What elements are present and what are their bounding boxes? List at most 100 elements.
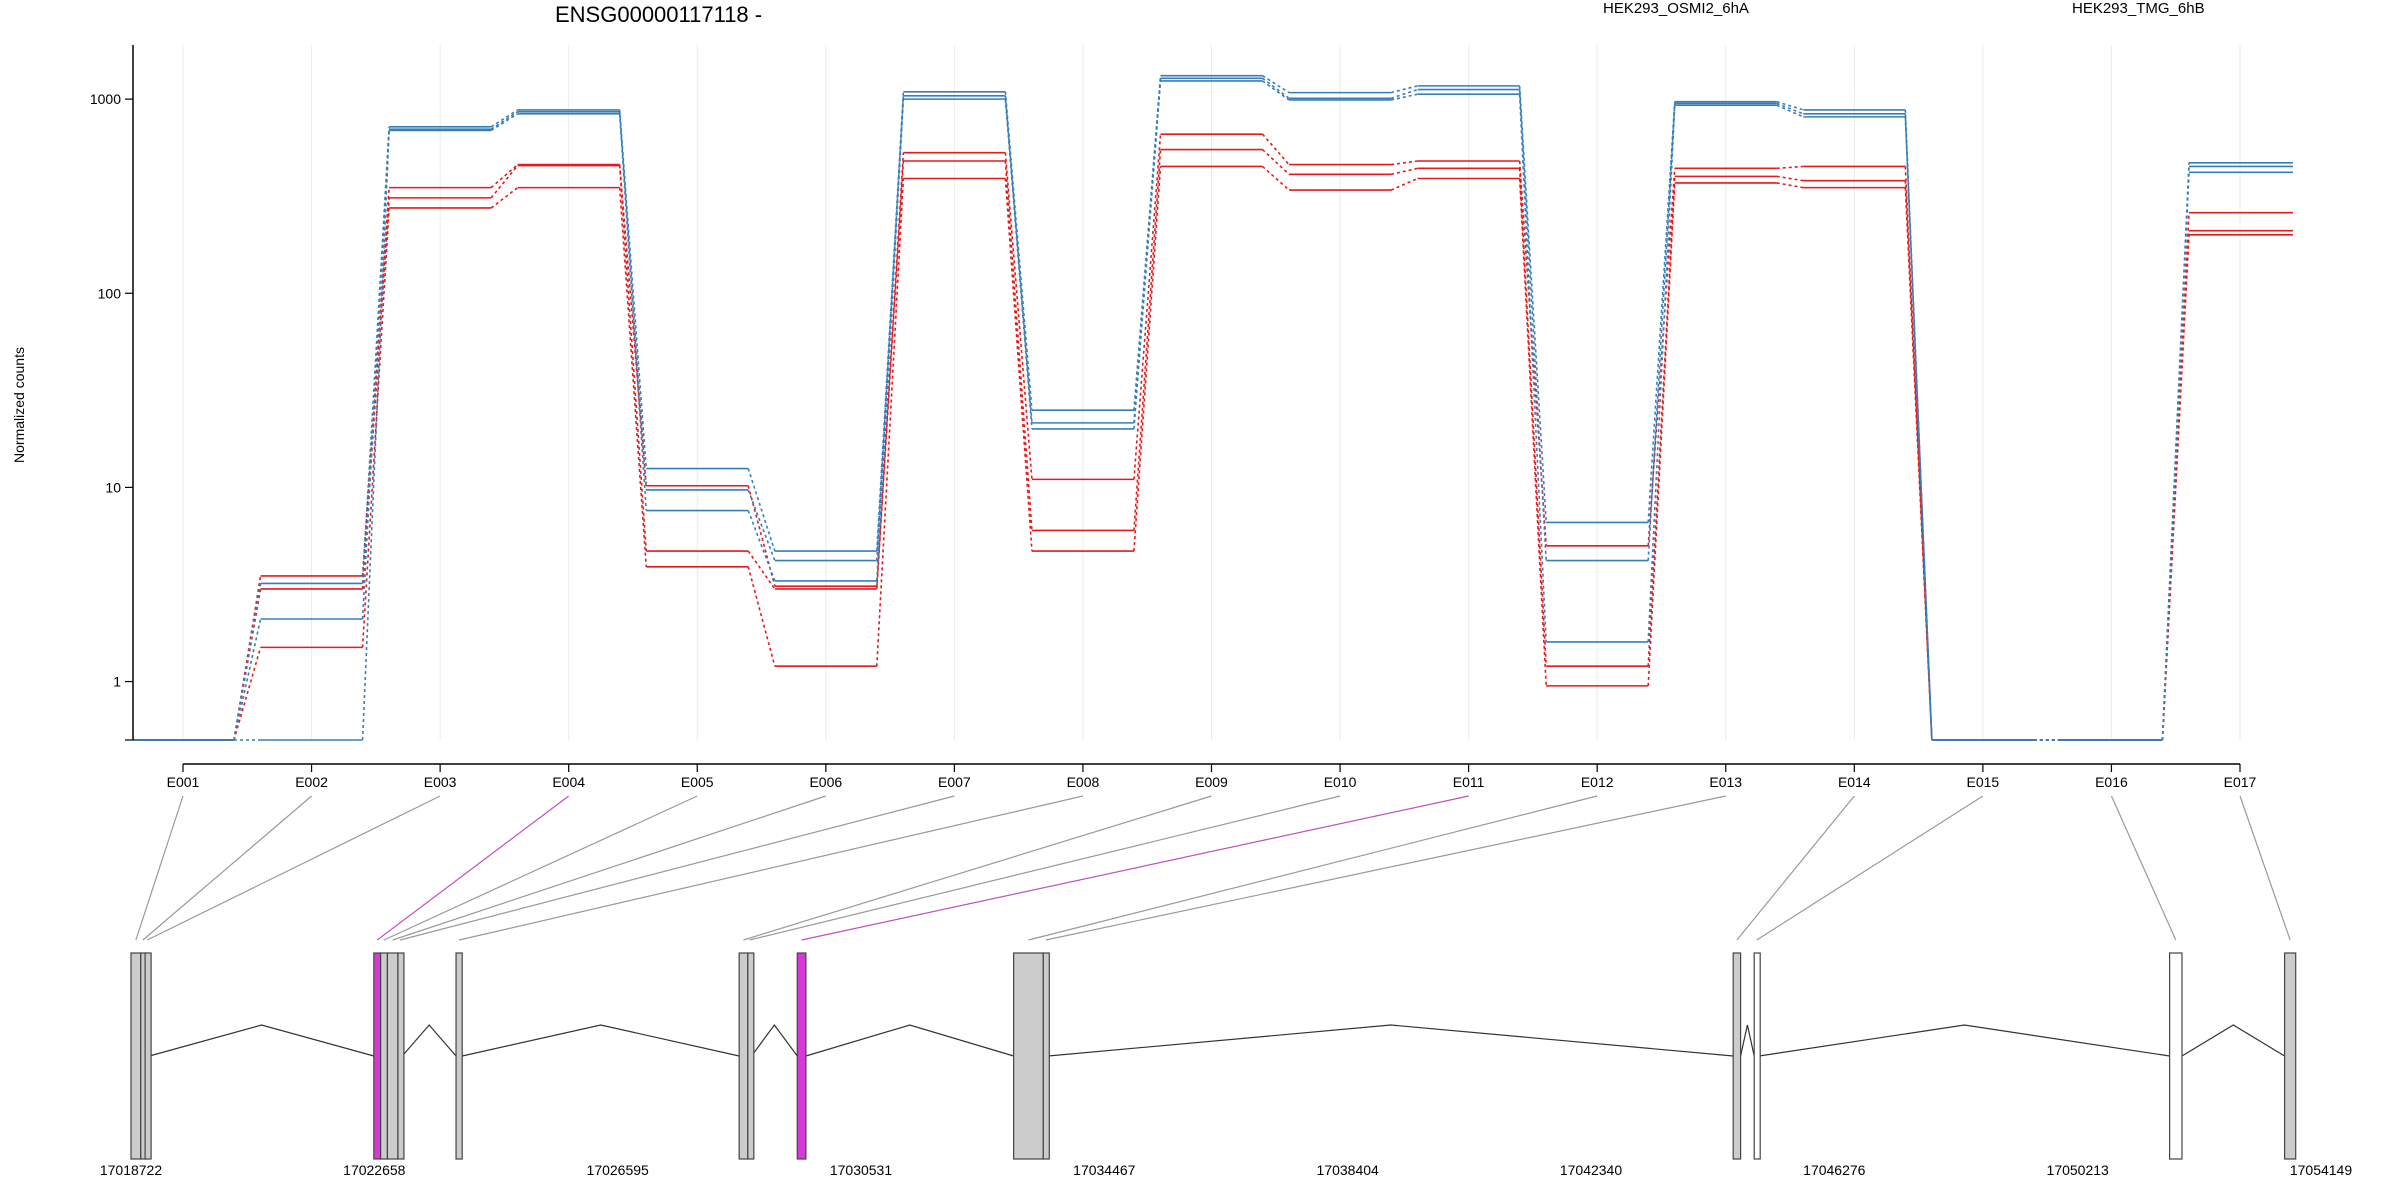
connector-e010 (749, 795, 1341, 941)
series-0-connector-11 (1647, 168, 1676, 546)
series-2-connector-11 (1647, 182, 1676, 686)
genomic-tick-label-5: 17038404 (1317, 1162, 1380, 1178)
genomic-tick-label-8: 17050213 (2047, 1162, 2110, 1178)
series-4 (133, 77, 2293, 741)
exon-box-e017 (2283, 952, 2297, 1160)
chart-title: ENSG00000117118 - (555, 2, 762, 27)
series-5-connector-5 (876, 99, 905, 581)
series-0-connector-7 (1133, 134, 1162, 480)
series-3-connector-6 (1004, 91, 1033, 411)
y-tick-label-1000: 1000 (90, 91, 121, 107)
y-axis-label: Normalized counts (11, 347, 27, 463)
x-tick-label-e014: E014 (1838, 774, 1871, 790)
x-tick-label-e007: E007 (938, 774, 971, 790)
series-5-connector-10 (1518, 94, 1547, 642)
series-2-connector-1 (361, 207, 390, 648)
series-3-connector-8 (1262, 75, 1290, 94)
legend-entry-tmg: HEK293_TMG_6hB (2072, 0, 2205, 17)
connector-e007 (399, 795, 955, 941)
x-tick-label-e012: E012 (1581, 774, 1614, 790)
connector-e004 (376, 795, 570, 941)
series-0-connector-8 (1261, 133, 1290, 166)
exon-box-e006 (386, 952, 399, 1160)
series-3-connector-11 (1647, 101, 1676, 523)
gene-model (130, 952, 2297, 1160)
connector-e017 (2239, 795, 2291, 941)
genomic-tick-label-2: 17026595 (587, 1162, 650, 1178)
x-tick-label-e001: E001 (167, 774, 200, 790)
series-2-connector-7 (1133, 166, 1162, 552)
intron-9 (751, 1023, 798, 1057)
series-4-connector-11 (1647, 103, 1676, 561)
exon-box-e012 (1013, 952, 1044, 1160)
exon-box-e013 (1042, 952, 1050, 1160)
series-3-connector-4 (747, 468, 776, 552)
connector-e016 (2110, 795, 2177, 941)
series-1-connector-9 (1390, 167, 1418, 176)
x-tick-label-e016: E016 (2095, 774, 2128, 790)
series-2-connector-12 (1776, 182, 1804, 189)
connector-e012 (1028, 795, 1598, 941)
exon-box-e003 (144, 952, 152, 1160)
exon-box-e014 (1732, 952, 1742, 1160)
connector-e003 (146, 795, 441, 941)
intron-12 (1048, 1024, 1734, 1057)
genomic-tick-label-6: 17042340 (1560, 1162, 1623, 1178)
series-3-connector-5 (876, 91, 905, 552)
series-5-connector-3 (618, 113, 648, 511)
series-5-connector-4 (747, 510, 776, 582)
series-3-connector-12 (1776, 100, 1804, 111)
series-5-connector-7 (1133, 80, 1162, 430)
series-2-connector-6 (1004, 178, 1033, 552)
series-5-connector-6 (1004, 99, 1033, 430)
connector-e002 (142, 795, 312, 941)
connector-e008 (458, 795, 1084, 941)
series-4-connector-4 (747, 489, 776, 561)
exon-box-e008 (455, 952, 463, 1160)
series-3-connector-9 (1390, 85, 1418, 94)
x-tick-label-e005: E005 (681, 774, 714, 790)
y-tick-label-100: 100 (98, 285, 122, 301)
series-1-connector-0 (233, 588, 262, 741)
series-2-connector-2 (490, 187, 519, 209)
exon-box-e011 (796, 952, 807, 1160)
genomic-tick-label-9: 17054149 (2290, 1162, 2353, 1178)
genomic-tick-label-1: 17022658 (343, 1162, 406, 1178)
y-axis: 1 10 100 1000 (90, 45, 134, 741)
exon-box-e015 (1753, 952, 1761, 1160)
connector-e009 (743, 795, 1212, 941)
connector-e014 (1736, 795, 1855, 941)
series-3-connector-7 (1133, 75, 1162, 411)
intron-6 (401, 1024, 457, 1057)
series-4-connector-10 (1518, 89, 1547, 561)
series-2-connector-5 (876, 178, 905, 667)
series-2-connector-15 (2161, 234, 2190, 741)
y-tick-label-10: 10 (105, 479, 121, 495)
series-0-connector-6 (1004, 152, 1033, 480)
connector-e015 (1756, 795, 1984, 941)
y-tick-label-1: 1 (113, 674, 121, 690)
series-2-connector-13 (1904, 187, 1933, 741)
intron-2 (149, 1024, 374, 1057)
genomic-tick-label-7: 17046276 (1803, 1162, 1866, 1178)
series-1-connector-6 (1004, 160, 1033, 531)
series-3 (133, 74, 2293, 741)
series-3-connector-2 (490, 109, 519, 128)
series-0-connector-12 (1776, 165, 1804, 170)
series-lines (133, 74, 2293, 741)
intron-15 (2181, 1024, 2285, 1057)
series-1-connector-12 (1776, 175, 1804, 182)
series-2-connector-3 (618, 187, 648, 567)
x-tick-label-e017: E017 (2224, 774, 2257, 790)
x-tick-label-e006: E006 (809, 774, 842, 790)
series-5-connector-11 (1647, 105, 1676, 642)
x-tick-label-e013: E013 (1709, 774, 1742, 790)
series-4-connector-2 (490, 111, 519, 130)
series-0-connector-9 (1390, 160, 1418, 166)
intron-13 (1740, 1024, 1755, 1057)
series-1-connector-7 (1133, 149, 1162, 531)
series-5-connector-15 (2161, 172, 2190, 741)
exon-box-e001 (130, 952, 142, 1160)
series-1-connector-4 (747, 550, 776, 590)
